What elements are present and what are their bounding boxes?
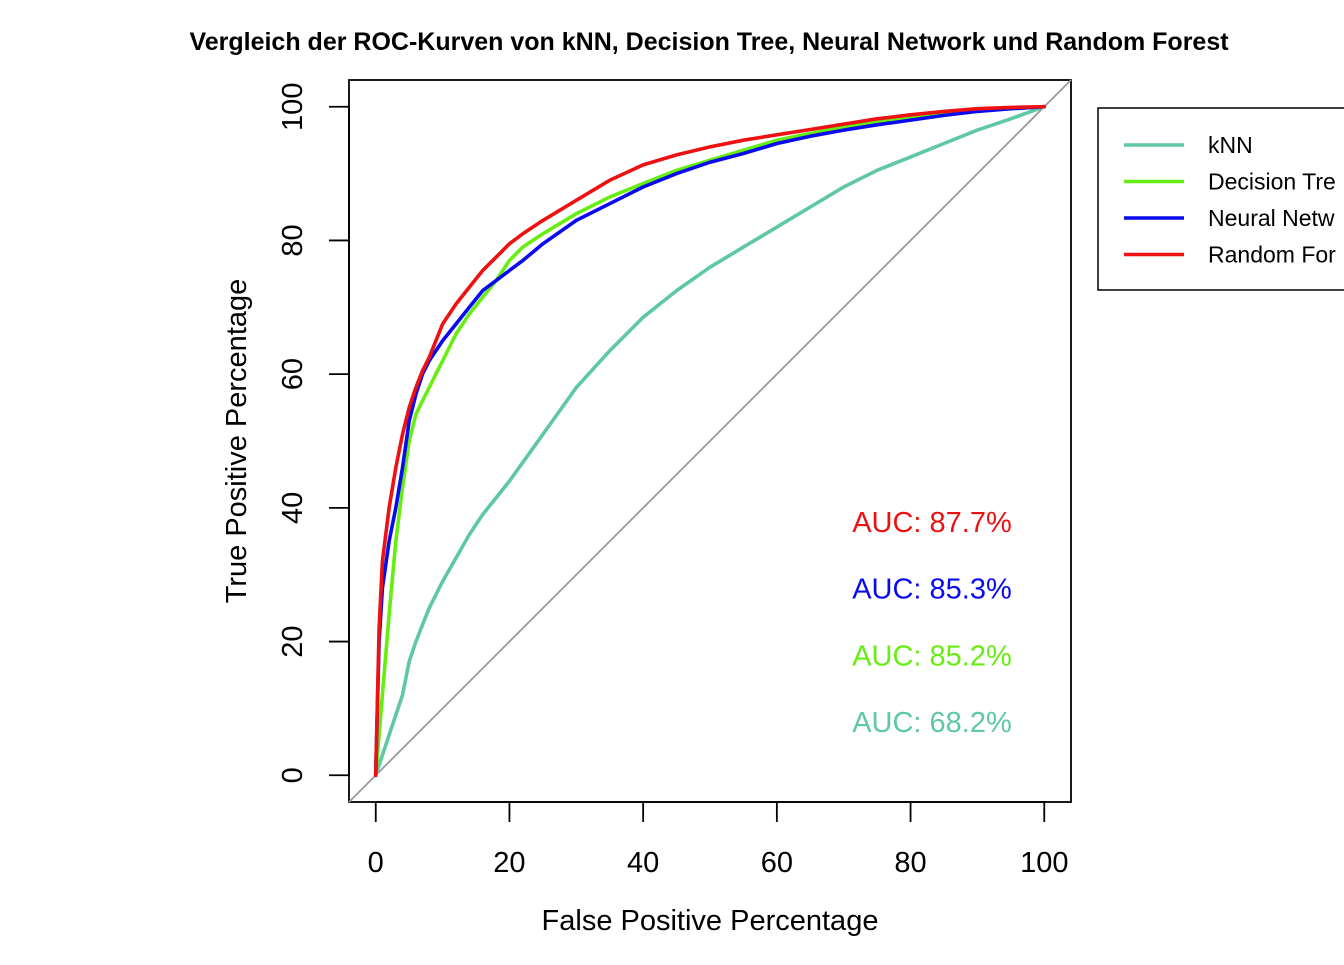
x-tick-label: 40: [627, 847, 659, 879]
reference-diagonal: [348, 79, 1072, 803]
legend-box: [1097, 107, 1344, 291]
series-lines: [373, 104, 1047, 778]
series-line-2: [373, 104, 1047, 778]
y-axis-label: True Positive Percentage: [221, 279, 253, 604]
reference-line: [348, 79, 1072, 803]
series-line-4: [373, 104, 1047, 778]
y-tick-label: 80: [277, 224, 309, 256]
legend: kNN Decision Tre Neural Netw Random For: [1097, 107, 1344, 291]
chart-title: Vergleich der ROC-Kurven von kNN, Decisi…: [189, 28, 1229, 56]
x-axis-label: False Positive Percentage: [542, 905, 879, 937]
auc-annotation-4: AUC: 68.2%: [852, 707, 1012, 739]
x-tick-label: 100: [1020, 847, 1068, 879]
x-tick-label: 0: [368, 847, 384, 879]
auc-annotation-2: AUC: 85.3%: [852, 574, 1012, 606]
auc-annotation-3: AUC: 85.2%: [852, 640, 1012, 672]
y-axis: 0 20 40 60 80 100: [277, 83, 350, 783]
series-line-1: [373, 104, 1047, 778]
y-tick-label: 0: [277, 767, 309, 783]
legend-label-2: Decision Tre: [1208, 169, 1336, 195]
legend-label-3: Neural Netw: [1208, 205, 1335, 231]
legend-label-1: kNN: [1208, 132, 1253, 158]
auc-annotations: AUC: 87.7% AUC: 85.3% AUC: 85.2% AUC: 68.2%: [852, 507, 1012, 739]
auc-annotation-1: AUC: 87.7%: [852, 507, 1012, 539]
x-tick-label: 80: [894, 847, 926, 879]
y-tick-label: 100: [277, 83, 309, 131]
y-tick-label: 20: [277, 625, 309, 657]
y-tick-label: 40: [277, 492, 309, 524]
series-line-3: [373, 104, 1047, 778]
x-axis: 0 20 40 60 80 100: [368, 801, 1068, 879]
x-tick-label: 60: [761, 847, 793, 879]
x-tick-label: 20: [493, 847, 525, 879]
y-tick-label: 60: [277, 358, 309, 390]
legend-label-4: Random For: [1208, 242, 1336, 268]
